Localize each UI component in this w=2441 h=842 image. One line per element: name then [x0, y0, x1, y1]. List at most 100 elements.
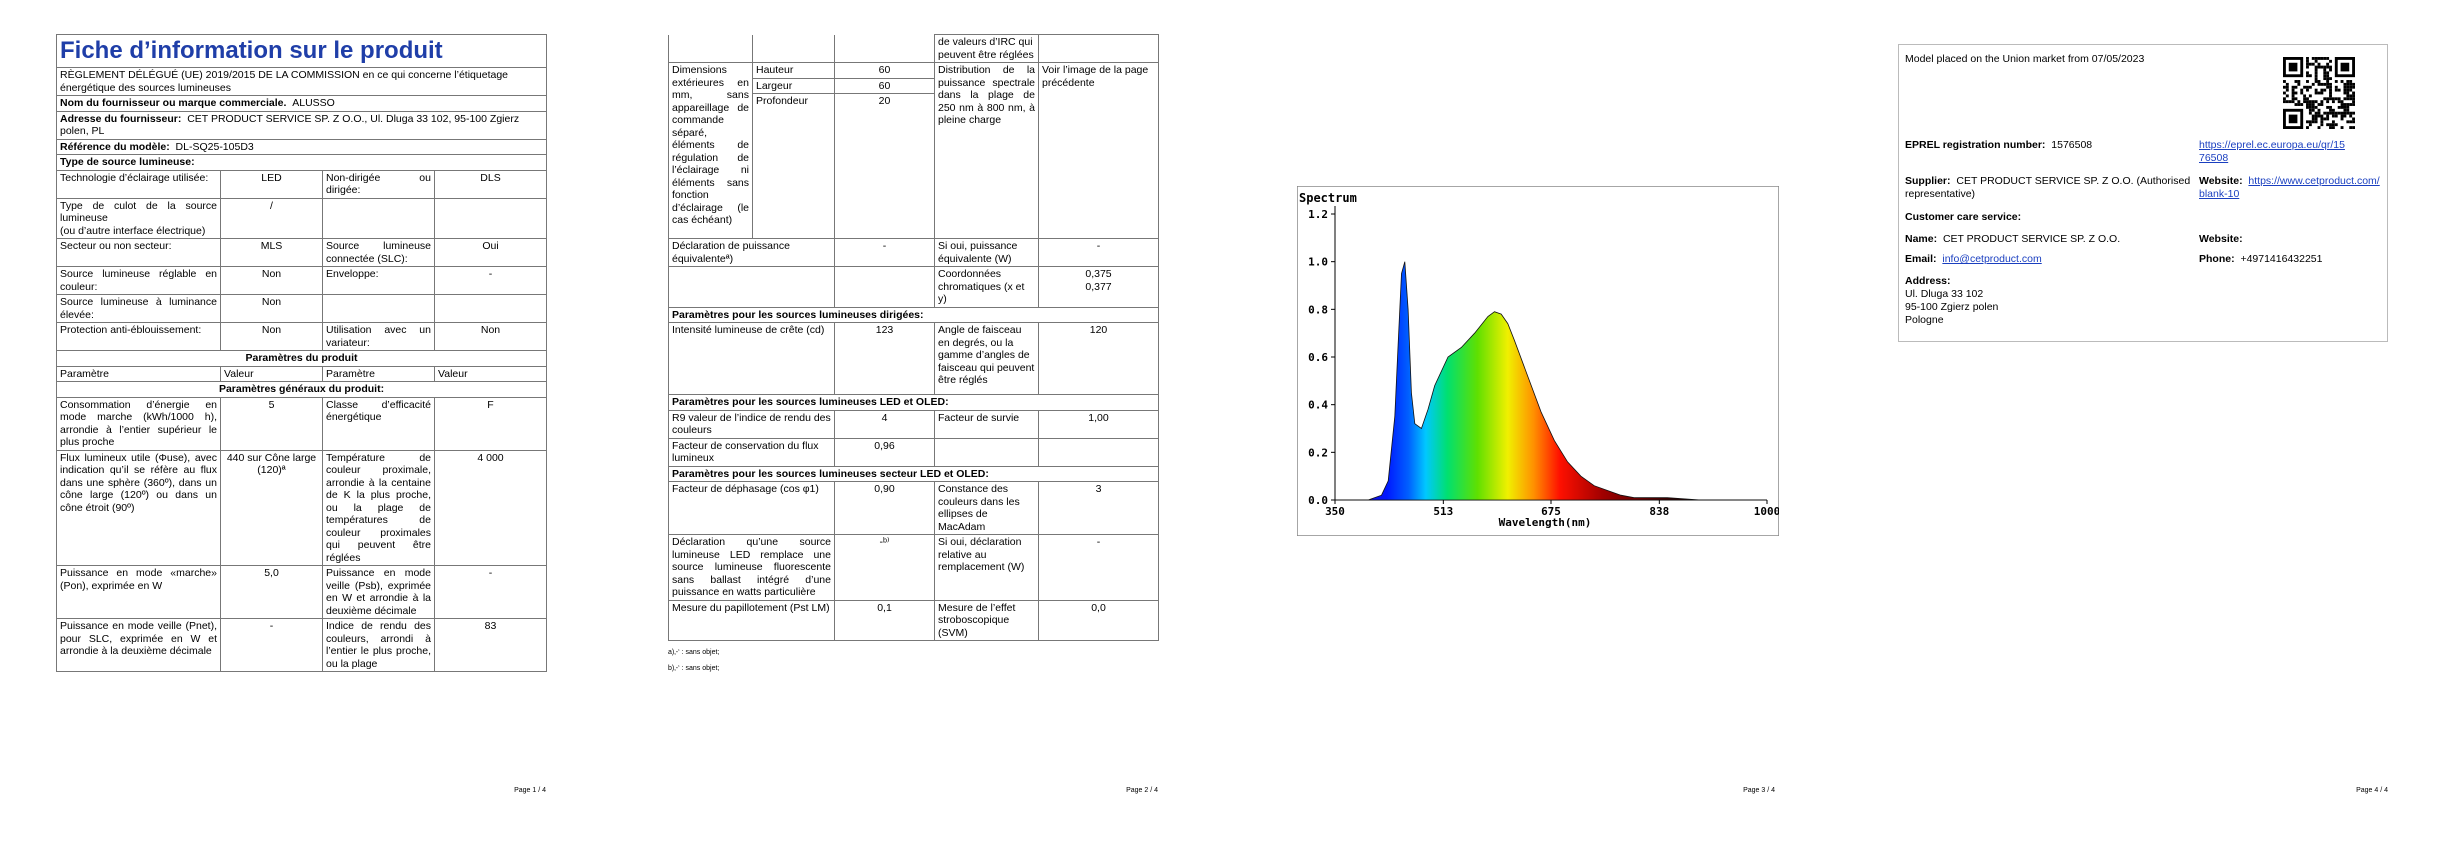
param-label: Source lumineuse à luminance élevée:	[56, 294, 221, 323]
param-value: /	[220, 197, 323, 239]
x-tick-label: 1000	[1754, 505, 1779, 518]
param-value	[434, 197, 547, 239]
param-label	[322, 197, 435, 239]
y-tick-label: 0.4	[1308, 399, 1328, 412]
beam-angle-value: 120	[1038, 322, 1159, 395]
page-4: Model placed on the Union market from 07…	[1898, 34, 2388, 794]
replacement-watts-value: -	[1038, 534, 1159, 601]
param-label: Classe d’efficacité énergétique	[322, 396, 435, 451]
page-1: Fiche d’information sur le produit RÈGLE…	[56, 34, 547, 794]
phone-row: Phone: +4971416432251	[2199, 253, 2323, 265]
footnote: b)‚-‘ : sans objet;	[668, 665, 720, 672]
eprel-card: Model placed on the Union market from 07…	[1898, 44, 2388, 342]
param-label: Puissance en mode «marche» (Pon), exprim…	[56, 565, 221, 619]
x-tick-label: 350	[1325, 505, 1345, 518]
spectrum-area	[1335, 261, 1767, 501]
param-label: Technologie d’éclairage utilisée:	[56, 169, 221, 199]
col-header: Valeur	[434, 365, 547, 382]
chromaticity-label: Coordonnées chromatiques (x et y)	[934, 266, 1039, 308]
param-label: Secteur ou non secteur:	[56, 238, 221, 267]
param-value	[434, 294, 547, 323]
y-tick-label: 1.2	[1308, 208, 1328, 221]
param-value: LED	[220, 169, 323, 199]
param-label: Température de couleur proximale, arrond…	[322, 449, 435, 566]
col-header: Paramètre	[322, 365, 435, 382]
x-tick-label: 838	[1649, 505, 1669, 518]
equivalent-watts-value: -	[1038, 238, 1159, 267]
mains-led-header: Paramètres pour les sources lumineuses s…	[668, 465, 1159, 482]
model-reference-row: Référence du modèle: DL-SQ25-105D3	[56, 138, 547, 155]
y-tick-label: 0.0	[1308, 494, 1328, 507]
table-row: Flux lumineux utile (Φuse), avec indicat…	[56, 449, 547, 566]
stroboscopic-value: 0,0	[1038, 599, 1159, 641]
qr-code-icon[interactable]	[2283, 57, 2355, 129]
param-label: Puissance en mode veille (Pnet), pour SL…	[56, 618, 221, 672]
params-header: Paramètres du produit	[56, 350, 547, 367]
param-value: 4 000	[434, 449, 547, 566]
page-number: Page 4 / 4	[2356, 787, 2388, 794]
eprel-link-wrap: https://eprel.ec.europa.eu/qr/1576508	[2199, 139, 2349, 165]
dimension-value: 60	[834, 62, 935, 79]
dimensions-label: Dimensions extérieures en mm, sans appar…	[668, 62, 753, 239]
lumen-maintenance-value: 0,96	[834, 437, 935, 467]
address-line: Pologne	[1905, 314, 1944, 326]
website-link[interactable]: https://www.cetproduct.com/blank-10	[2199, 175, 2380, 200]
supplier-address-row: Adresse du fournisseur: CET PRODUCT SERV…	[56, 110, 547, 140]
macadam-label: Constance des couleurs dans les ellipses…	[934, 481, 1039, 535]
spectral-value: Voir l’image de la page précédente	[1038, 62, 1159, 239]
param-label: Type de culot de la source lumineuse (ou…	[56, 197, 221, 239]
page-title: Fiche d’information sur le produit	[56, 34, 547, 68]
directed-header: Paramètres pour les sources lumineuses d…	[668, 306, 1159, 323]
website-row: Website: https://www.cetproduct.com/blan…	[2199, 175, 2380, 200]
page-3: Spectrum 0.0 0.2 0.4 0.6 0.8 1.0 1.2 350 513 675 8…	[1285, 34, 1779, 794]
eprel-link[interactable]: https://eprel.ec.europa.eu/qr/1576508	[2199, 139, 2345, 164]
general-param-rows: Consommation d’énergie en mode marche (k…	[56, 396, 547, 672]
param-value: 5,0	[220, 565, 323, 619]
param-value: 5	[220, 396, 323, 451]
flicker-value: 0,1	[834, 599, 935, 641]
table-row: Consommation d’énergie en mode marche (k…	[56, 396, 547, 451]
param-value: 440 sur Cône large (120)ª	[220, 449, 323, 566]
y-tick-label: 1.0	[1308, 256, 1328, 269]
param-label: Consommation d’énergie en mode marche (k…	[56, 396, 221, 451]
chart-title: Spectrum	[1299, 191, 1357, 205]
chromaticity-value: 0,375 0,377	[1038, 266, 1159, 308]
eprel-row: EPREL registration number: 1576508	[1905, 139, 2093, 151]
address-block: Address: Ul. Dluga 33 102 95-100 Zgierz …	[1905, 275, 1998, 327]
peak-intensity-value: 123	[834, 322, 935, 395]
address-line: 95-100 Zgierz polen	[1905, 301, 1999, 313]
x-tick-label: 675	[1541, 505, 1561, 518]
email-link[interactable]: info@cetproduct.com	[1942, 253, 2042, 265]
param-value: Non	[220, 294, 323, 323]
page-2: de valeurs d’IRC qui peuvent être réglée…	[668, 34, 1159, 794]
spectral-label: Distribution de la puissance spectrale d…	[934, 62, 1039, 239]
page-number: Page 3 / 4	[1743, 787, 1775, 794]
replacement-watts-label: Si oui, déclaration relative au remplace…	[934, 534, 1039, 601]
page-number: Page 1 / 4	[514, 787, 546, 794]
product-info-table: Fiche d’information sur le produit RÈGLE…	[56, 34, 547, 672]
replacement-label: Déclaration qu’une source lumineuse LED …	[668, 534, 835, 601]
equivalent-power-value: -	[834, 238, 935, 267]
displacement-factor-value: 0,90	[834, 481, 935, 535]
table-row: Secteur ou non secteur: MLS Source lumineu…	[56, 238, 547, 267]
placed-on-market: Model placed on the Union market from 07…	[1905, 53, 2145, 65]
table-row: Source lumineuse à luminance élevée: Non	[56, 294, 547, 323]
param-value: MLS	[220, 238, 323, 267]
product-info-table-continued: de valeurs d’IRC qui peuvent être réglée…	[668, 34, 1159, 641]
param-value: -	[434, 266, 547, 295]
dimension-name: Profondeur	[752, 93, 835, 239]
param-label: Non-dirigée ou dirigée:	[322, 169, 435, 199]
table-row: Protection anti-éblouissement: Non Utilisa…	[56, 322, 547, 351]
regulation-text: RÈGLEMENT DÉLÉGUÉ (UE) 2019/2015 DE LA C…	[56, 67, 547, 96]
param-value: Non	[434, 322, 547, 351]
param-value: -	[220, 618, 323, 672]
spectrum-chart: Spectrum 0.0 0.2 0.4 0.6 0.8 1.0 1.2 350 513 675 8…	[1297, 186, 1779, 536]
address-label: Address:	[1905, 275, 1951, 287]
col-header: Valeur	[220, 365, 323, 382]
r9-value: 4	[834, 409, 935, 439]
table-row: Puissance en mode veille (Pnet), pour SL…	[56, 618, 547, 672]
care-name-row: Name: CET PRODUCT SERVICE SP. Z O.O.	[1905, 233, 2121, 245]
param-label: Utilisation avec un variateur:	[322, 322, 435, 351]
column-headers: Paramètre Valeur Paramètre Valeur	[56, 365, 547, 382]
peak-intensity-label: Intensité lumineuse de crête (cd)	[668, 322, 835, 395]
